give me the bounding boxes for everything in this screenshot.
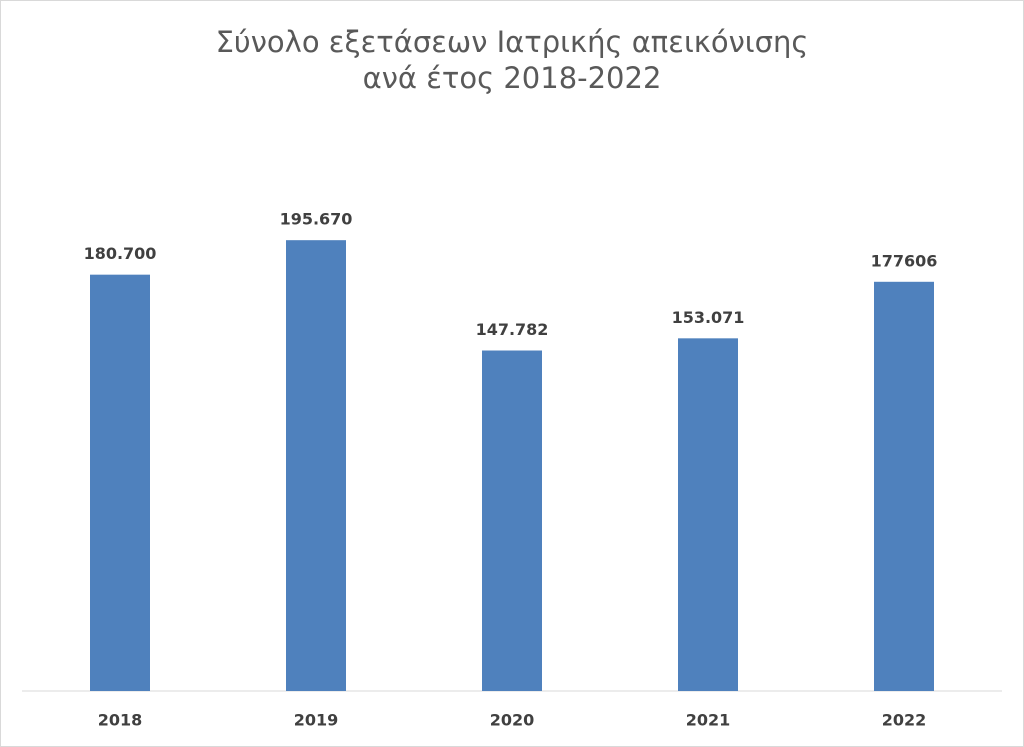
x-tick-label: 2022: [882, 711, 927, 730]
x-tick-label: 2019: [294, 711, 339, 730]
x-tick-label: 2018: [98, 711, 143, 730]
data-label: 147.782: [476, 320, 549, 339]
x-tick-label: 2020: [490, 711, 535, 730]
bar: [874, 281, 934, 691]
bar: [678, 338, 738, 691]
chart-title: Σύνολο εξετάσεων Ιατρικής απεικόνισης: [216, 25, 809, 59]
data-label: 195.670: [280, 210, 353, 229]
data-label: 177606: [871, 251, 938, 270]
data-label: 180.700: [84, 244, 157, 263]
x-tick-label: 2021: [686, 711, 731, 730]
data-label: 153.071: [672, 308, 745, 327]
bar: [286, 240, 346, 691]
bar: [90, 274, 150, 691]
bar: [482, 350, 542, 691]
chart-title: ανά έτος 2018-2022: [363, 61, 662, 95]
